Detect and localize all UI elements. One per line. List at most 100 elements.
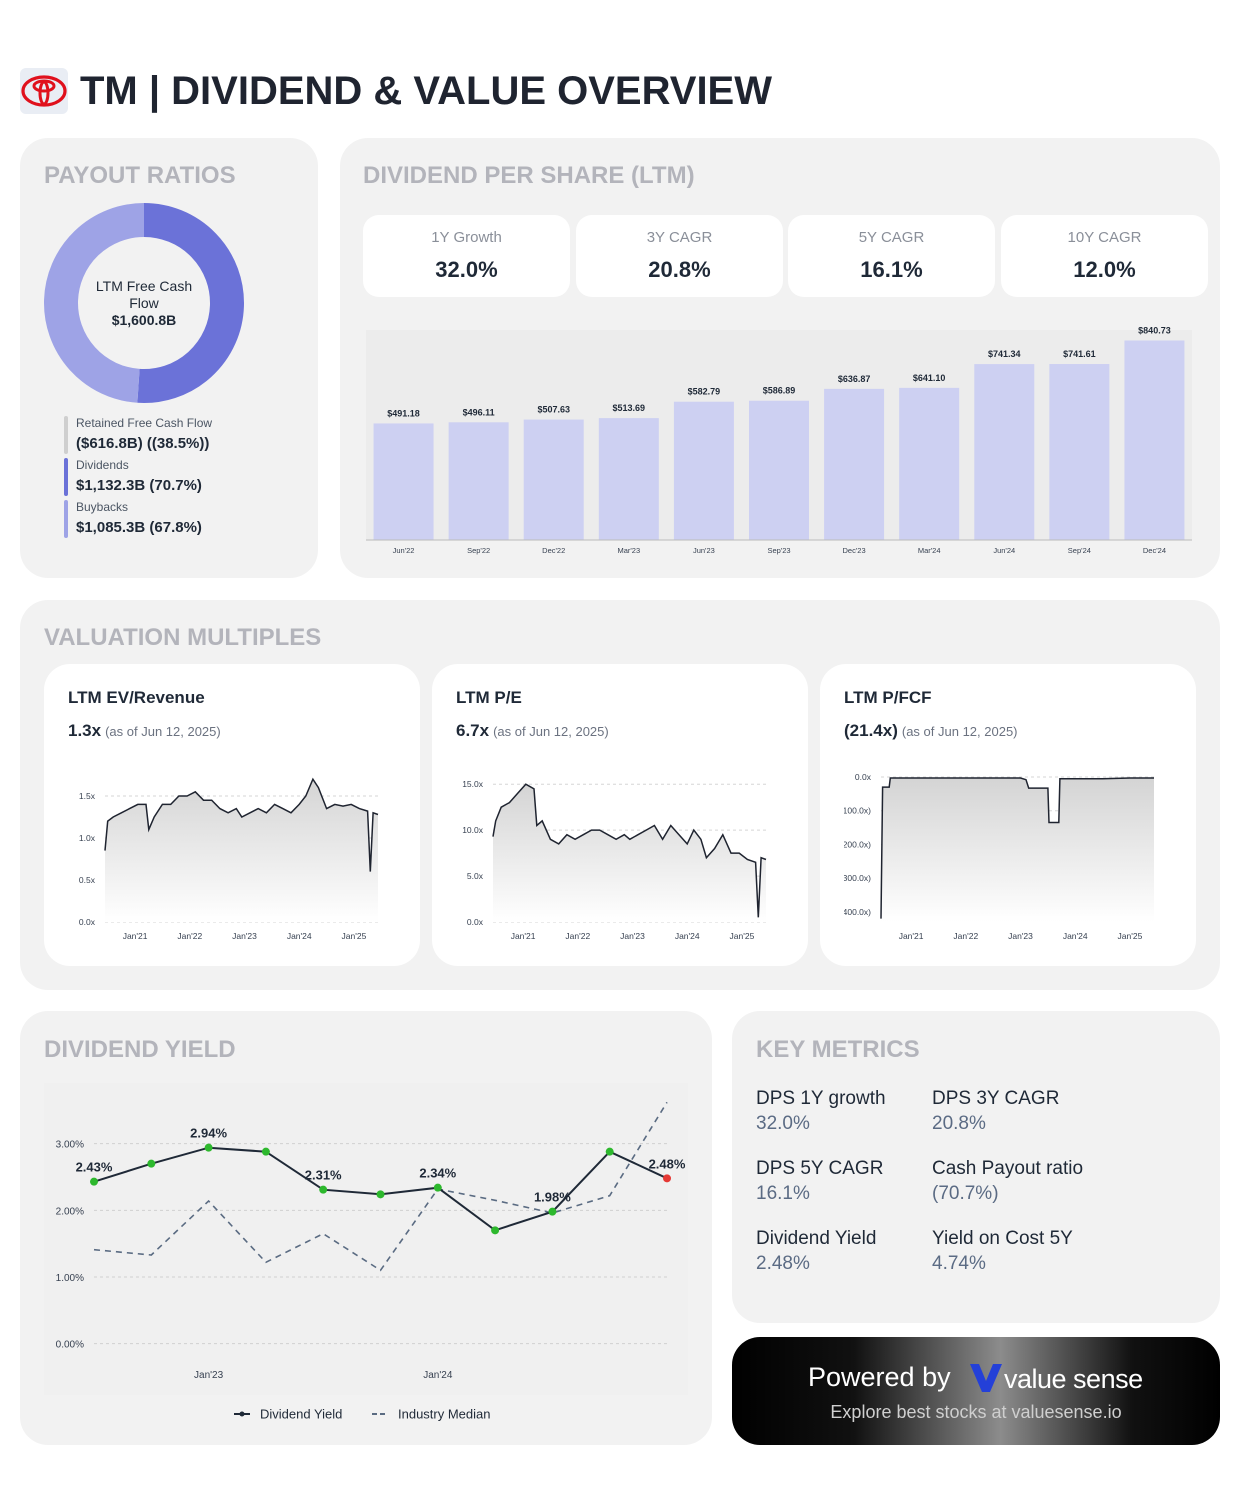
card-title: VALUATION MULTIPLES [44, 624, 322, 651]
x-tick-label: Jan'22 [177, 931, 202, 941]
card-title: DIVIDEND YIELD [44, 1036, 236, 1063]
x-tick-label: Dec'23 [843, 546, 866, 555]
x-tick-label: Jan'22 [953, 931, 978, 941]
metric-value: 32.0% [756, 1113, 810, 1134]
area-fill [881, 778, 1154, 922]
line [880, 777, 1154, 919]
point [548, 1207, 557, 1216]
legend-value: $1,132.3B (70.7%) [76, 477, 202, 494]
y-tick-label: 0.0x [79, 917, 96, 927]
x-tick-label: Jan'21 [899, 931, 924, 941]
bar [899, 387, 960, 540]
data-label: 1.98% [534, 1190, 571, 1205]
y-tick-label: 0.0x [855, 772, 872, 782]
area-fill [105, 779, 378, 922]
key-metrics-card: KEY METRICS DPS 1Y growth 32.0% DPS 3Y CA… [732, 1011, 1220, 1323]
bar-label: $741.61 [1063, 349, 1096, 359]
stat-value: 12.0% [1073, 257, 1136, 282]
multiple-title: LTM EV/Revenue [68, 688, 205, 707]
multiple-value: (21.4x) (as of Jun 12, 2025) [844, 721, 1018, 741]
multiple-value-text: (21.4x) [844, 721, 898, 740]
y-tick-label: 2.00% [56, 1206, 84, 1217]
footer-banner[interactable]: Powered by value sense Explore best stoc… [732, 1337, 1220, 1445]
series-line [93, 1101, 668, 1272]
y-tick-label: (400.0x) [840, 907, 871, 917]
metric-label: Yield on Cost 5Y [932, 1228, 1073, 1249]
x-tick-label: Dec'22 [542, 546, 565, 555]
brand-name: value sense [1004, 1364, 1143, 1394]
legend-item: Dividends $1,132.3B (70.7%) [64, 458, 304, 496]
metric: Yield on Cost 5Y 4.74% [932, 1228, 1073, 1275]
x-tick-label: Sep'24 [1068, 546, 1091, 555]
donut-segment [44, 203, 145, 403]
y-tick-label: 3.00% [56, 1140, 84, 1151]
multiple-title: LTM P/E [456, 688, 522, 707]
point [261, 1147, 270, 1156]
metric-label: Cash Payout ratio [932, 1158, 1084, 1179]
x-tick-label: Jun'24 [993, 546, 1015, 555]
x-tick-label: Jan'24 [675, 931, 700, 941]
donut-center-value: $1,600.8B [111, 312, 177, 328]
metric: DPS 3Y CAGR 20.8% [932, 1088, 1059, 1135]
y-tick-label: 0.5x [79, 875, 96, 885]
x-tick-label: Jan'25 [1118, 931, 1143, 941]
y-tick-label: 1.5x [79, 791, 96, 801]
metric: Cash Payout ratio (70.7%) [932, 1158, 1083, 1205]
powered-by: Powered by [808, 1362, 951, 1392]
legend-item: Retained Free Cash Flow ($616.8B) ((38.5%… [64, 416, 304, 454]
stat-value: 20.8% [648, 257, 711, 282]
point [663, 1174, 671, 1183]
bar-label: $513.69 [613, 403, 646, 413]
stat-label: 1Y Growth [431, 229, 502, 246]
point [433, 1183, 442, 1192]
brand-logo [970, 1364, 1002, 1392]
bar [448, 422, 509, 540]
x-tick-label: Jan'21 [511, 931, 536, 941]
bar [974, 364, 1035, 540]
multiple-note: (as of Jun 12, 2025) [493, 724, 609, 739]
bar [673, 401, 734, 540]
bar-label: $840.73 [1138, 326, 1171, 336]
logo [20, 68, 68, 114]
x-tick-label: Jan'23 [194, 1370, 224, 1381]
stat-label: 3Y CAGR [646, 229, 713, 246]
x-tick-label: Jan'23 [620, 931, 645, 941]
legend-item: Buybacks $1,085.3B (67.8%) [64, 500, 304, 538]
point [491, 1226, 500, 1235]
bar [1049, 364, 1110, 540]
point [319, 1185, 328, 1194]
point [376, 1190, 385, 1199]
bar-label: $582.79 [688, 387, 721, 397]
legend-name: Dividends [76, 458, 129, 472]
legend-swatch [64, 458, 68, 496]
x-tick-label: Jan'25 [730, 931, 755, 941]
donut-center-label: LTM Free Cash Flow [95, 278, 193, 311]
page-title: TM | DIVIDEND & VALUE OVERVIEW [80, 69, 772, 113]
multiple-note: (as of Jun 12, 2025) [105, 724, 221, 739]
data-label: 2.31% [305, 1168, 342, 1183]
legend-swatch-dot [239, 1411, 245, 1417]
legend-name: Buybacks [76, 500, 129, 514]
legend-label: Dividend Yield [260, 1407, 342, 1422]
multiple-value-text: 1.3x [68, 721, 102, 740]
x-tick-label: Jun'22 [393, 546, 415, 555]
metric-label: DPS 3Y CAGR [932, 1088, 1060, 1109]
data-label: 2.48% [649, 1156, 686, 1171]
bar-label: $496.11 [463, 407, 495, 417]
stat-box: 10Y CAGR 12.0% [1001, 215, 1208, 297]
card-title: PAYOUT RATIOS [44, 162, 236, 189]
x-tick-label: Jan'23 [1008, 931, 1033, 941]
card-title: KEY METRICS [756, 1036, 920, 1063]
y-tick-label: 0.0x [467, 917, 484, 927]
metric: DPS 5Y CAGR 16.1% [756, 1158, 883, 1205]
bar [1124, 340, 1185, 540]
stat-box: 1Y Growth 32.0% [363, 215, 570, 297]
point [204, 1143, 213, 1152]
x-tick-label: Mar'24 [918, 546, 941, 555]
bar-label: $491.18 [387, 408, 420, 418]
metric-value: 2.48% [756, 1253, 810, 1274]
legend-swatch [64, 500, 68, 538]
y-tick-label: (100.0x) [840, 806, 871, 816]
bar-label: $586.89 [763, 386, 796, 396]
